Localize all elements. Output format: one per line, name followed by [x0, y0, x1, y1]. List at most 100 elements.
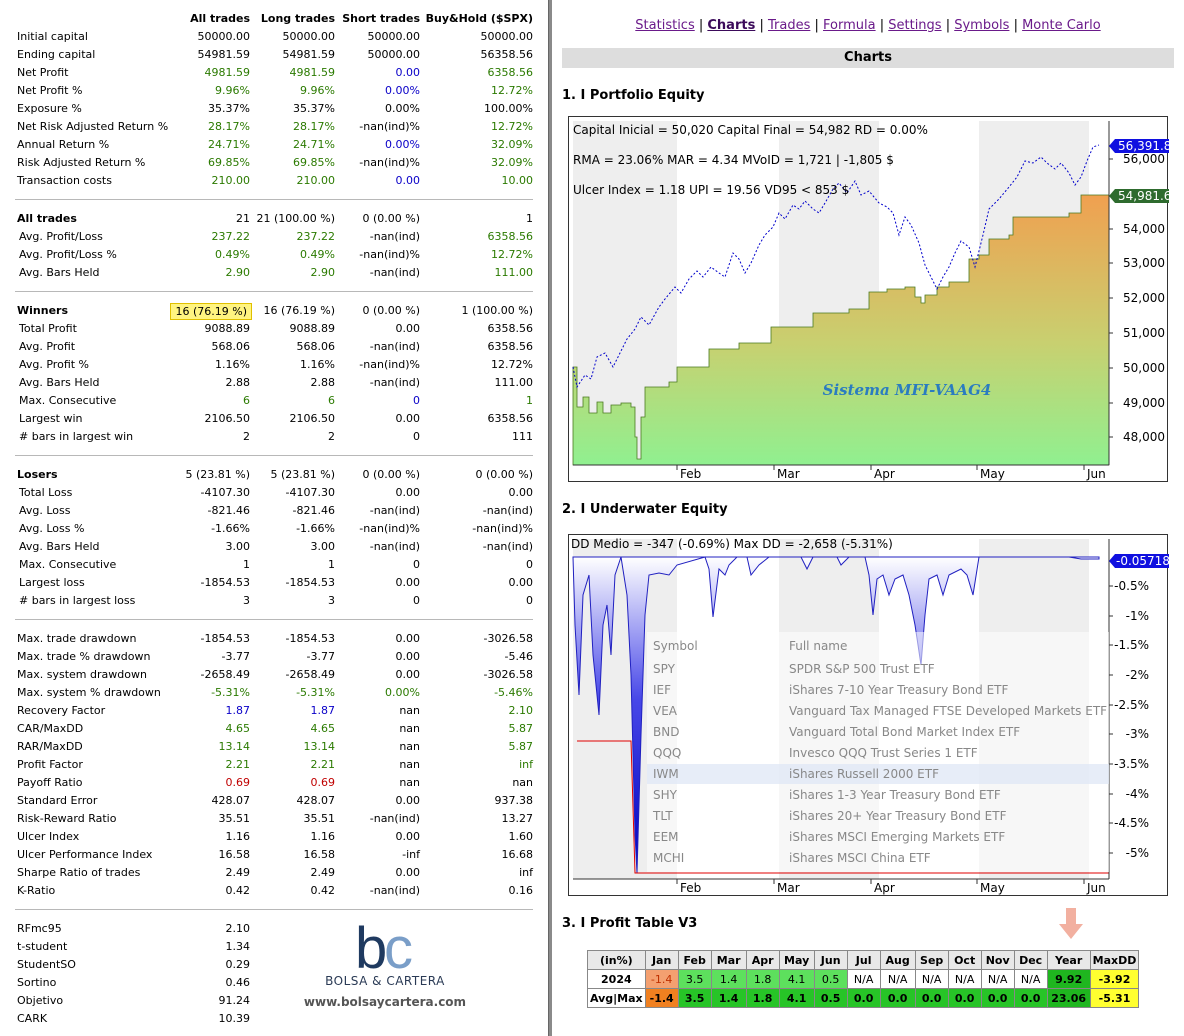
stat-label: All trades [17, 212, 77, 225]
chart-info-text: Capital Inicial = 50,020 Capital Final =… [573, 123, 928, 137]
last-value-badge [1109, 554, 1169, 568]
stat-value: 0.00 [395, 830, 421, 843]
stat-value: 2.49 [310, 866, 336, 879]
stat-value: 1.34 [225, 940, 251, 953]
stat-label: Losers [17, 468, 58, 481]
header-cell: Jan [644, 950, 679, 970]
stat-label: Winners [17, 304, 68, 317]
profit-cell: 0.0 [1013, 988, 1048, 1008]
stat-value: -nan(ind) [369, 812, 420, 825]
stat-value: 13.27 [501, 812, 534, 825]
stat-value: 210.00 [296, 174, 336, 187]
symbol-fullname: Vanguard Total Bond Market Index ETF [789, 725, 1020, 739]
logo-url[interactable]: www.bolsaycartera.com [303, 995, 467, 1009]
loser-row: Losers 5 (23.81 %) 5 (23.81 %) 0 (0.00 %) 0 … [0, 466, 548, 484]
underwater-equity-svg: -0.5% -1% -1.5% -2% -2.5% -3% -3.5% -4% -4.5% -5%… [571, 537, 1169, 895]
nav-link-symbols[interactable]: Symbols [954, 18, 1010, 33]
stat-value: 69.85% [293, 156, 335, 169]
header-cell: Jun [813, 950, 848, 970]
stat-label: Net Risk Adjusted Return % [17, 120, 169, 133]
profit-table: (in%) Jan Feb Mar Apr May Jun Jul Aug Sep Oct Nov De… [587, 950, 1140, 1008]
stat-value: 428.07 [211, 794, 251, 807]
profit-cell: 23.06 [1046, 988, 1091, 1008]
symbol-fullname: iShares MSCI Emerging Markets ETF [789, 830, 1005, 844]
stat-label: Standard Error [17, 794, 98, 807]
chart-info-text: Ulcer Index = 1.18 UPI = 19.56 VD95 < 85… [573, 183, 849, 197]
stat-value: 21 (100.00 %) [256, 212, 335, 225]
stat-value: 0 [413, 594, 420, 607]
loser-row: Max. Consecutive 1 1 0 0 [0, 556, 548, 574]
stat-value: 0.00 [395, 668, 421, 681]
stat-value: nan [399, 722, 420, 735]
stat-label: StudentSO [17, 958, 76, 971]
nav-link-settings[interactable]: Settings [888, 18, 942, 33]
symbol-ticker: MCHI [653, 851, 684, 865]
stat-value: -nan(ind) [482, 540, 533, 553]
stat-value: 0.00% [385, 138, 420, 151]
header-cell: (in%) [587, 950, 646, 970]
stat-value: 0.00% [385, 102, 420, 115]
stat-value: 5 (23.81 %) [185, 468, 250, 481]
profit-cell: N/A [914, 969, 949, 989]
stat-value: 0.00 [395, 576, 421, 589]
last-value-badge-blue [1109, 139, 1169, 153]
stat-label: Max. Consecutive [19, 558, 117, 571]
extra-stat-row: CARK 10.39 [0, 1010, 548, 1028]
stat-label: Max. trade % drawdown [17, 650, 151, 663]
portfolio-equity-title: 1. I Portfolio Equity [562, 88, 705, 103]
stat-value: 100.00% [484, 102, 533, 115]
risk-row: Ulcer Performance Index 16.58 16.58 -inf 16.… [0, 846, 548, 864]
logo-mark: b [355, 916, 387, 981]
nav-link-formula[interactable]: Formula [823, 18, 876, 33]
nav-link-monte-carlo[interactable]: Monte Carlo [1022, 18, 1101, 33]
stat-value: 9088.89 [289, 322, 336, 335]
winner-row: Largest win 2106.50 2106.50 0.00 6358.56 [0, 410, 548, 428]
stat-value: 6358.56 [487, 340, 534, 353]
stat-value: nan [399, 740, 420, 753]
risk-row: Profit Factor 2.21 2.21 nan inf [0, 756, 548, 774]
x-tick-label: Apr [874, 881, 895, 895]
stat-label: Max. Consecutive [19, 394, 117, 407]
stat-label: Sortino [17, 976, 57, 989]
nav-link-trades[interactable]: Trades [767, 18, 811, 33]
risk-row: Risk-Reward Ratio 35.51 35.51 -nan(ind) 13.2… [0, 810, 548, 828]
nav-link-statistics[interactable]: Statistics [635, 18, 695, 33]
stat-value: 54981.59 [282, 48, 336, 61]
stat-label: Max. trade drawdown [17, 632, 137, 645]
stat-label: Profit Factor [17, 758, 83, 771]
stat-value: -1854.53 [200, 632, 250, 645]
winner-row: Avg. Bars Held 2.88 2.88 -nan(ind) 111.00 [0, 374, 548, 392]
stat-value: 4981.59 [204, 66, 251, 79]
stat-value: 2 [328, 430, 335, 443]
profit-table-row: Avg|Max -1.4 3.5 1.4 1.8 4.1 0.5 0.0 0.0 0.0 0.0 0.… [587, 988, 1140, 1008]
trade-row: Avg. Profit/Loss 237.22 237.22 -nan(ind) 635… [0, 228, 548, 246]
profit-cell: 0.0 [914, 988, 949, 1008]
nav-link-charts[interactable]: Charts [707, 18, 756, 33]
nav-separator: | [941, 18, 955, 33]
stat-value: 4.65 [225, 722, 251, 735]
risk-row: CAR/MaxDD 4.65 4.65 nan 5.87 [0, 720, 548, 738]
stat-value: 0.00 [508, 576, 534, 589]
stat-value: 12.72% [491, 120, 533, 133]
symbol-fullname: SPDR S&P 500 Trust ETF [789, 662, 935, 676]
stat-value: 2.10 [508, 704, 534, 717]
stat-label: Total Profit [19, 322, 77, 335]
stat-value: 6358.56 [487, 230, 534, 243]
stat-value: -nan(ind)% [359, 248, 420, 261]
stat-value: 210.00 [211, 174, 251, 187]
header-cell: Feb [677, 950, 712, 970]
stat-value: 937.38 [494, 794, 534, 807]
stat-value: 2 [243, 430, 250, 443]
header-cell: Jul [846, 950, 881, 970]
statistics-panel: All trades Long trades Short trades Buy&Hol… [0, 0, 548, 1036]
panel-splitter[interactable] [548, 0, 552, 1036]
extra-stat-row: Sortino 0.46 [0, 974, 548, 992]
stat-label: Risk Adjusted Return % [17, 156, 146, 169]
stat-value: -5.31% [211, 686, 250, 699]
stat-value: 0.00 [395, 412, 421, 425]
fullname-header: Full name [789, 639, 847, 653]
stat-value: inf [519, 758, 533, 771]
y-tick-label: 48,000 [1123, 430, 1165, 444]
x-tick-label: Feb [680, 467, 701, 481]
stat-value: 6358.56 [487, 322, 534, 335]
